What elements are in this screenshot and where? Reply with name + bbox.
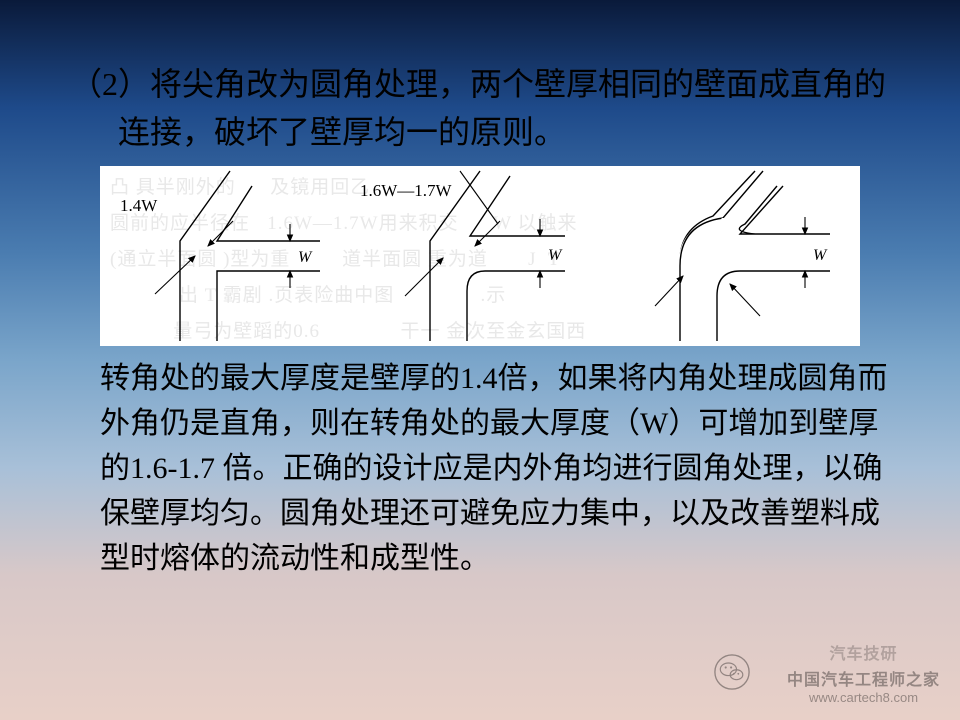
paragraph-top: （2）将尖角改为圆角处理，两个壁厚相同的壁面成直角的连接，破坏了壁厚均一的原则。 (70, 60, 890, 156)
slide-body: （2）将尖角改为圆角处理，两个壁厚相同的壁面成直角的连接，破坏了壁厚均一的原则。… (0, 0, 960, 621)
label-1-4w: 1.4W (120, 196, 158, 215)
figure-1-sharp-corner: 1.4W W (120, 171, 320, 341)
figure-2-inner-fillet: 1.6W—1.7W W (360, 171, 565, 341)
figure-3-both-fillets: W (655, 171, 830, 341)
corner-diagrams-svg: 1.4W W 1.6W—1.7W (100, 166, 860, 346)
watermark: 汽车技研 中国汽车工程师之家 www.cartech8.com (787, 640, 940, 705)
label-w-2: W (548, 247, 563, 264)
wechat-icon (714, 654, 750, 690)
watermark-line2: www.cartech8.com (787, 690, 940, 705)
paragraph-bottom: 转角处的最大厚度是壁厚的1.4倍，如果将内角处理成圆角而外角仍是直角，则在转角处… (70, 356, 890, 581)
label-w-3: W (813, 247, 828, 264)
label-w-1: W (298, 249, 313, 266)
watermark-line1: 中国汽车工程师之家 (787, 666, 940, 690)
watermark-brand: 汽车技研 (787, 640, 940, 664)
label-1-6w: 1.6W—1.7W (360, 181, 453, 200)
diagram-container: 凸 具半刚外的 及镜用回乙 圆前的应半径在 1.6W—1.7W用来积交 W 以触… (100, 166, 860, 346)
